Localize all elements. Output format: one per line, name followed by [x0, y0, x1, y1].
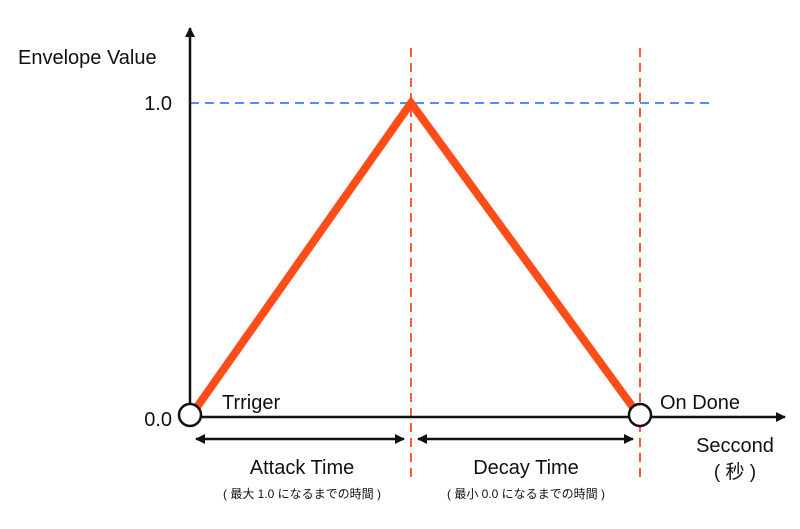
trigger-point	[177, 402, 203, 428]
attack-time-note: ( 最大 1.0 になるまでの時間 )	[223, 487, 381, 501]
tick-label-zero: 0.0	[144, 409, 172, 431]
envelope-line	[186, 96, 644, 420]
x-axis-unit: ( 秒 )	[714, 461, 756, 483]
decay-time-label: Decay Time	[473, 457, 579, 479]
decay-time-note: ( 最小 0.0 になるまでの時間 )	[447, 487, 605, 501]
trigger-label: Trriger	[222, 392, 280, 414]
done-label: On Done	[660, 392, 740, 414]
tick-label-one: 1.0	[144, 93, 172, 115]
attack-time-label: Attack Time	[250, 457, 354, 479]
x-axis-label: Seccond	[696, 435, 774, 457]
y-axis-label: Envelope Value	[18, 47, 157, 69]
done-point	[627, 402, 653, 428]
